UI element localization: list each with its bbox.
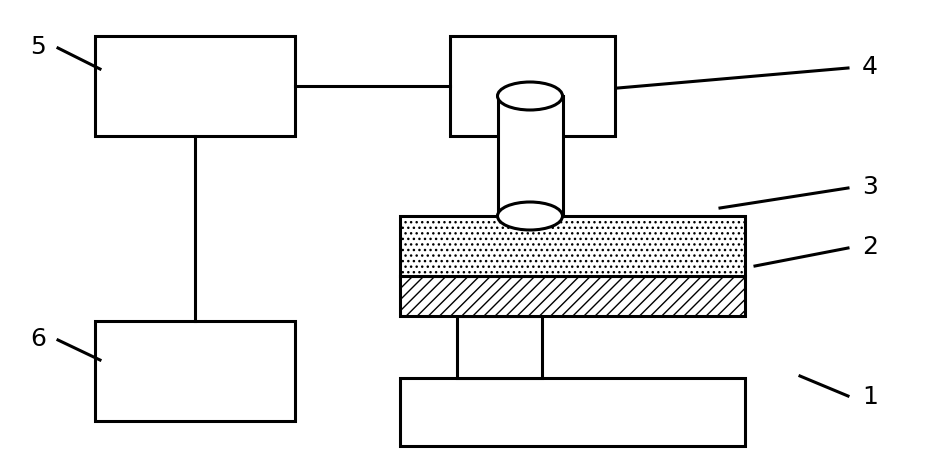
- Bar: [400, 378, 745, 446]
- Text: 4: 4: [862, 55, 878, 79]
- Text: 1: 1: [862, 384, 878, 408]
- Bar: [498, 97, 563, 217]
- Bar: [450, 37, 615, 137]
- Bar: [400, 277, 745, 317]
- Bar: [400, 217, 745, 277]
- Bar: [457, 317, 542, 378]
- Text: 5: 5: [30, 35, 46, 59]
- Text: 6: 6: [30, 327, 46, 350]
- Ellipse shape: [497, 203, 563, 230]
- Bar: [95, 37, 295, 137]
- Text: 2: 2: [862, 235, 878, 258]
- Text: 3: 3: [862, 175, 878, 198]
- Bar: [95, 321, 295, 421]
- Ellipse shape: [497, 83, 563, 111]
